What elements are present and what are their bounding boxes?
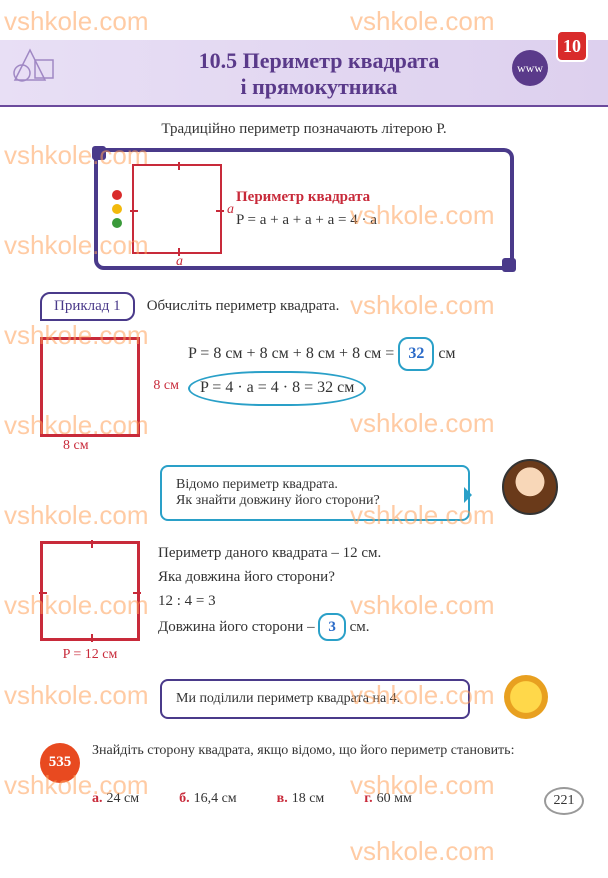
board-corner-icon xyxy=(92,146,106,160)
example-2-text: Периметр даного квадрата – 12 см. Яка до… xyxy=(158,541,381,641)
side-8cm: 8 см xyxy=(63,438,89,454)
formula-oval: P = 4 · a = 4 · 8 = 32 см xyxy=(188,371,366,405)
square-unknown xyxy=(40,541,140,641)
title-line-1: 10.5 Периметр квадрата xyxy=(199,48,440,73)
note-row: Ми поділили периметр квадрата на 4. xyxy=(40,679,568,719)
task-535: 535 Знайдіть сторону квадрата, якщо відо… xyxy=(40,743,568,783)
lightbulb-icon xyxy=(504,675,548,719)
watermark: vshkole.com xyxy=(350,836,495,867)
note-box: Ми поділили периметр квадрата на 4. xyxy=(160,679,470,719)
section-header: 10.5 Периметр квадрата і прямокутника ww… xyxy=(0,40,608,107)
side-label-a: a xyxy=(227,202,234,218)
task-options: а.24 см б.16,4 см в.18 см г.60 мм xyxy=(92,791,568,807)
dot-red-icon xyxy=(112,190,122,200)
task-number-badge: 535 xyxy=(40,743,80,783)
intro-text: Традиційно периметр позначають літерою Р… xyxy=(40,121,568,138)
title-line-2: і прямокутника xyxy=(241,74,398,99)
formula-title: Периметр квадрата xyxy=(236,189,377,206)
dot-yellow-icon xyxy=(112,204,122,214)
example-tag: Приклад 1 xyxy=(40,292,135,321)
perimeter-label: P = 12 см xyxy=(40,647,140,663)
example-prompt: Обчисліть периметр квадрата. xyxy=(147,298,340,314)
dot-green-icon xyxy=(112,218,122,228)
side-label-a: a xyxy=(176,254,183,270)
example-2-row: P = 12 см Периметр даного квадрата – 12 … xyxy=(40,541,568,663)
definition-whiteboard: a a Периметр квадрата P = a + a + a + a … xyxy=(94,148,514,270)
girl-avatar-icon xyxy=(502,459,558,515)
side-8cm: 8 см xyxy=(153,378,179,394)
chapter-badge: 10 xyxy=(556,30,588,62)
square-diagram: a a xyxy=(132,164,222,254)
example-1-row: 8 см 8 см P = 8 см + 8 см + 8 см + 8 см … xyxy=(40,337,568,437)
task-text: Знайдіть сторону квадрата, якщо відомо, … xyxy=(92,743,514,759)
formula-block: Периметр квадрата P = a + a + a + a = 4 … xyxy=(236,189,377,229)
option-b: б.16,4 см xyxy=(179,791,237,807)
example-1: Приклад 1 Обчисліть периметр квадрата. xyxy=(40,270,568,321)
page-number: 221 xyxy=(544,787,584,815)
answer-32: 32 xyxy=(398,337,434,371)
option-c: в.18 см xyxy=(277,791,325,807)
geometry-tools-icon xyxy=(10,45,60,93)
answer-3: 3 xyxy=(318,613,346,641)
formula-text: P = a + a + a + a = 4 · a xyxy=(236,212,377,229)
textbook-page: 10.5 Периметр квадрата і прямокутника ww… xyxy=(0,0,608,827)
globe-icon: www xyxy=(512,50,548,86)
section-title: 10.5 Периметр квадрата і прямокутника xyxy=(70,48,568,101)
square-8cm: 8 см 8 см xyxy=(40,337,140,437)
board-corner-icon xyxy=(502,258,516,272)
option-a: а.24 см xyxy=(92,791,139,807)
speech-bubble: Відомо периметр квадрата. Як знайти довж… xyxy=(160,465,470,521)
calculation: P = 8 см + 8 см + 8 см + 8 см = 32 см P … xyxy=(188,337,456,406)
speech-row: Відомо периметр квадрата. Як знайти довж… xyxy=(40,465,568,521)
option-d: г.60 мм xyxy=(364,791,412,807)
traffic-dots xyxy=(112,190,122,228)
